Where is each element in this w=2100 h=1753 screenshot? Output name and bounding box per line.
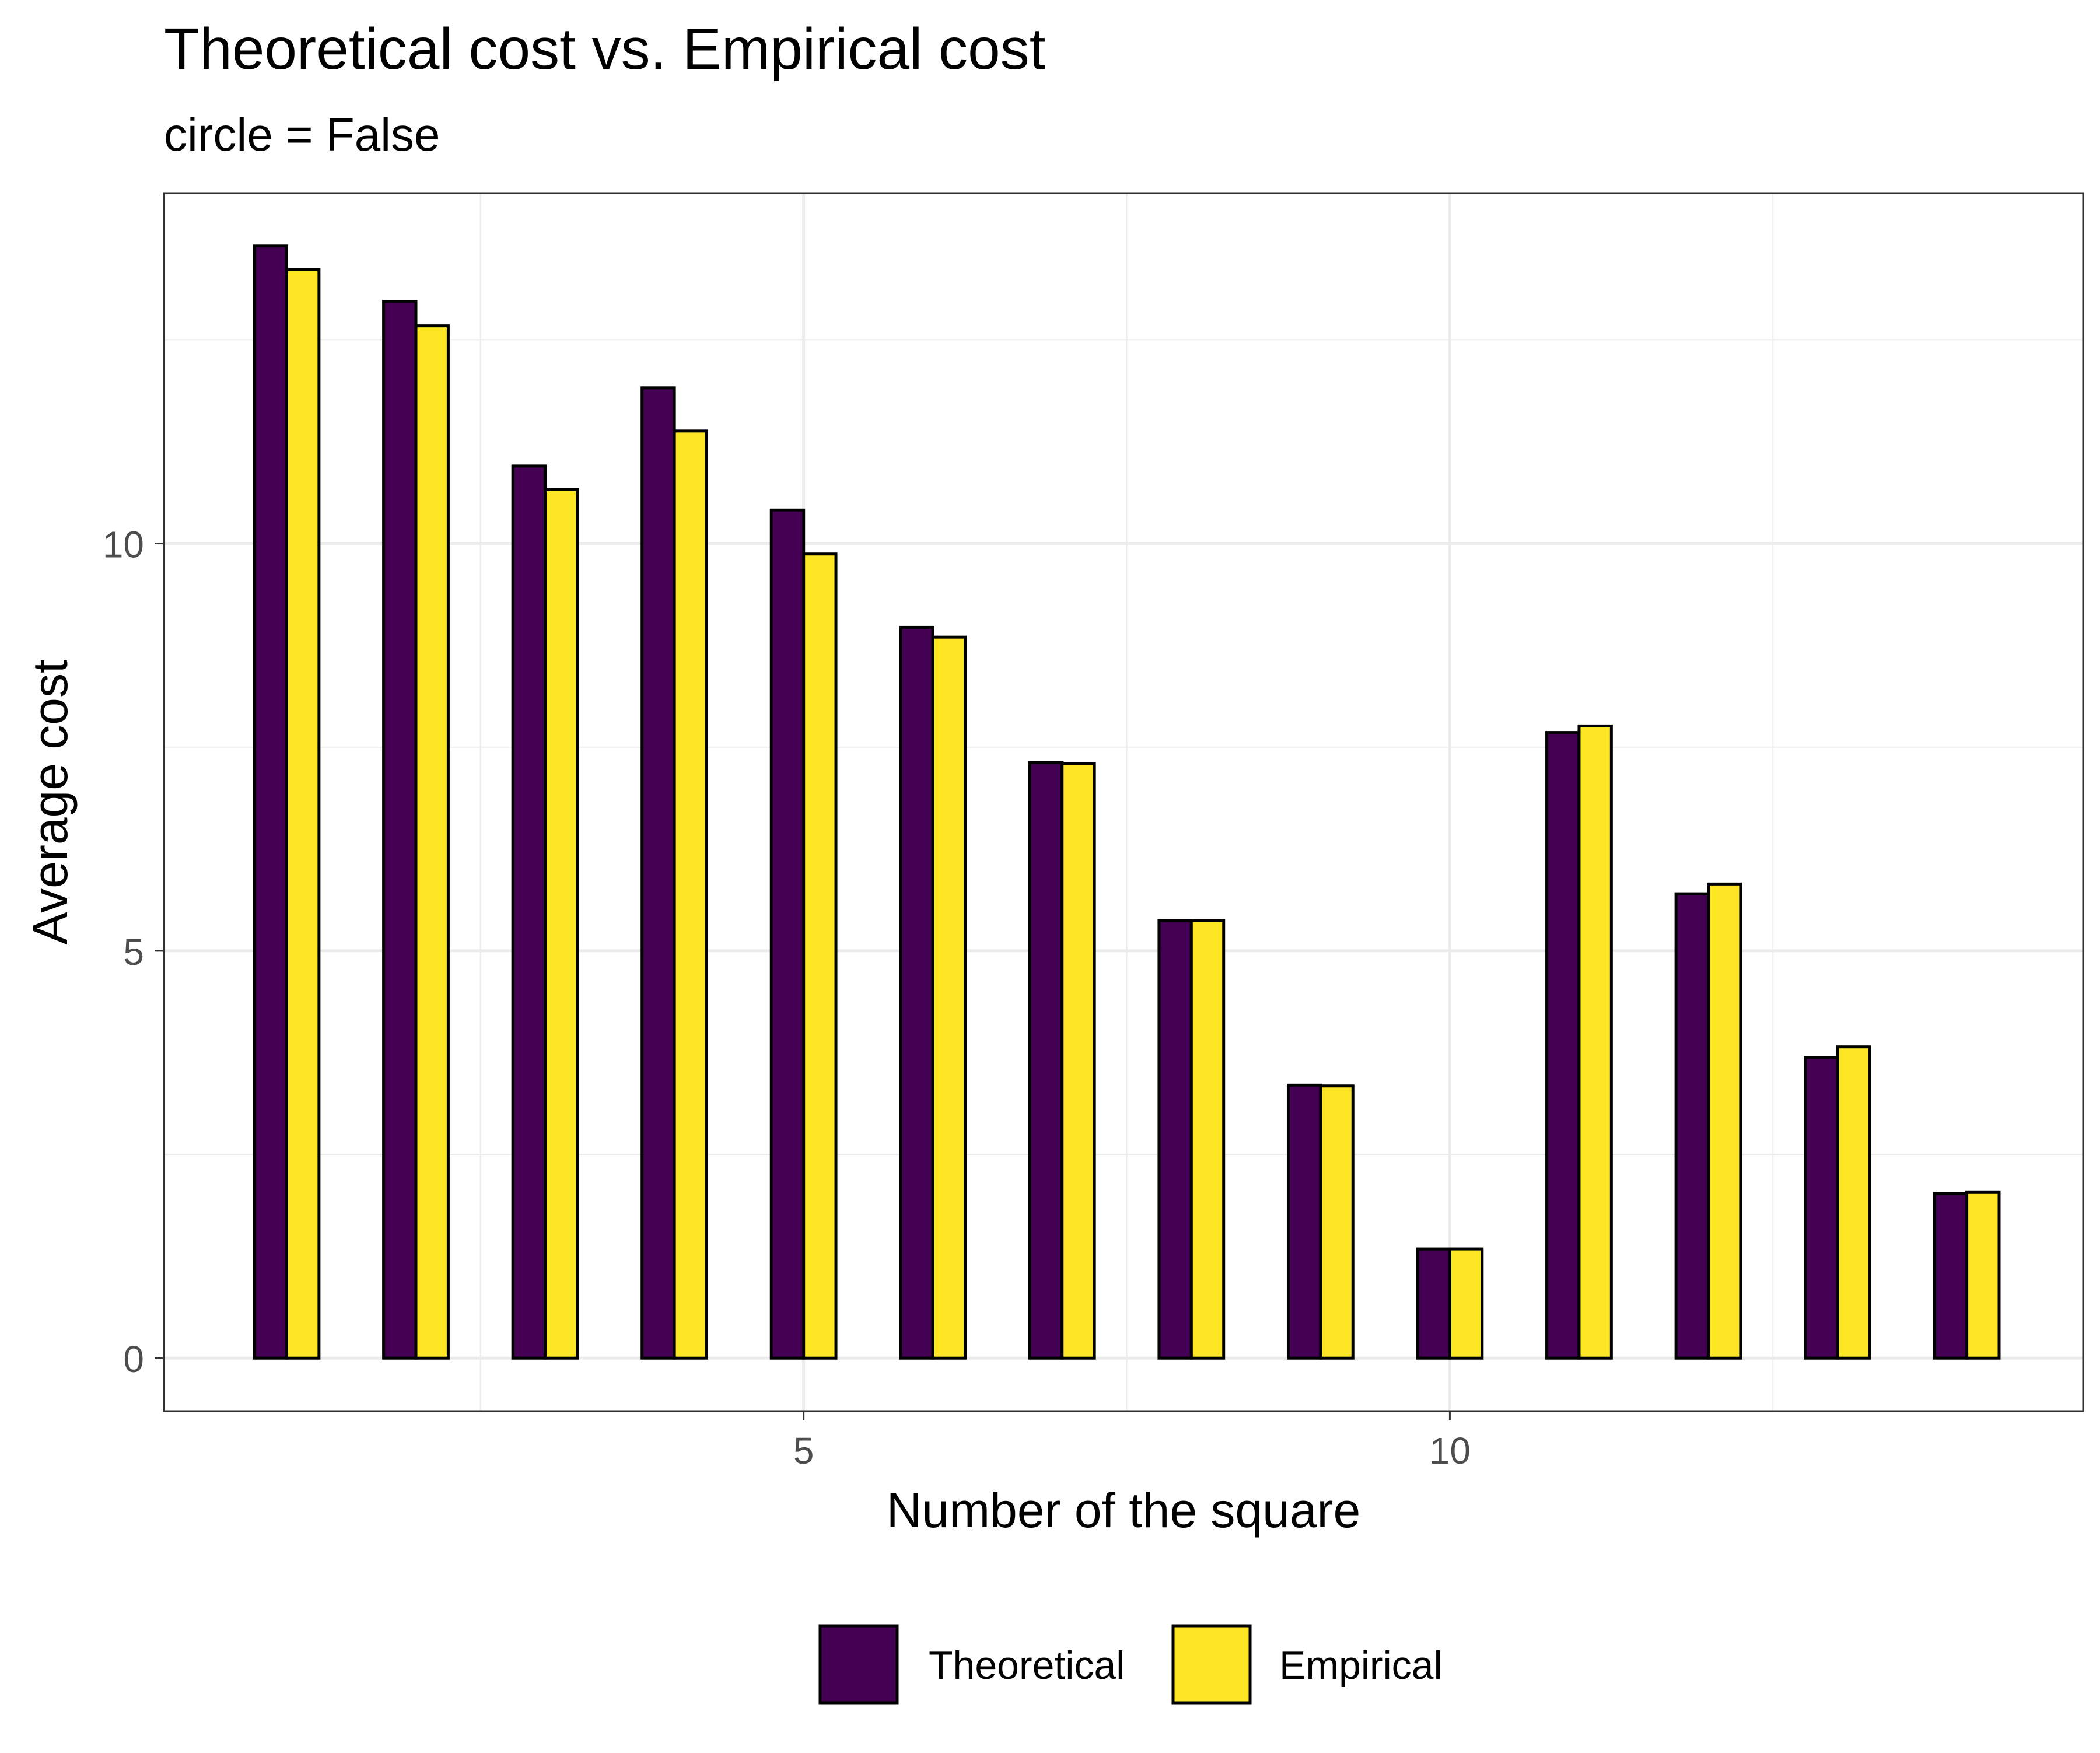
bar-empirical-2 bbox=[414, 324, 450, 1360]
chart-subtitle: circle = False bbox=[164, 109, 440, 160]
bar-empirical-14 bbox=[1965, 1190, 2001, 1360]
y-axis-label: Average cost bbox=[23, 660, 78, 945]
bar-theoretical-11 bbox=[1545, 731, 1581, 1360]
bar-empirical-13 bbox=[1836, 1045, 1871, 1360]
legend-label-theoretical: Theoretical bbox=[929, 1643, 1125, 1688]
y-tick-label: 5 bbox=[123, 931, 144, 973]
bar-theoretical-9 bbox=[1286, 1083, 1322, 1360]
bar-empirical-8 bbox=[1189, 919, 1226, 1360]
bar-theoretical-3 bbox=[511, 464, 547, 1360]
x-axis-label: Number of the square bbox=[887, 1483, 1360, 1538]
bar-theoretical-12 bbox=[1674, 892, 1710, 1360]
bar-empirical-6 bbox=[931, 635, 967, 1360]
bar-empirical-7 bbox=[1060, 762, 1096, 1360]
bar-empirical-9 bbox=[1319, 1084, 1354, 1360]
bar-empirical-5 bbox=[802, 552, 838, 1360]
bar-theoretical-13 bbox=[1804, 1056, 1839, 1360]
chart-title: Theoretical cost vs. Empirical cost bbox=[164, 16, 1046, 82]
minor-gridlines bbox=[164, 193, 2083, 1411]
x-tick-label: 10 bbox=[1429, 1430, 1471, 1472]
legend-item-empirical: Empirical bbox=[1171, 1624, 1443, 1705]
plot-panel bbox=[163, 192, 2084, 1412]
legend-key-empirical bbox=[1171, 1624, 1252, 1705]
panel-background bbox=[164, 193, 2083, 1411]
bar-theoretical-4 bbox=[640, 386, 676, 1360]
bar-empirical-11 bbox=[1577, 724, 1613, 1360]
legend-key-theoretical bbox=[818, 1624, 899, 1705]
bar-empirical-10 bbox=[1448, 1247, 1484, 1360]
x-axis: 5 10 bbox=[793, 1411, 1471, 1472]
bar-theoretical-14 bbox=[1933, 1192, 1969, 1360]
bar-empirical-3 bbox=[544, 488, 579, 1360]
bar-empirical-12 bbox=[1707, 882, 1742, 1360]
bar-theoretical-7 bbox=[1028, 761, 1064, 1360]
bar-empirical-4 bbox=[673, 429, 709, 1360]
y-tick-label: 0 bbox=[123, 1338, 144, 1380]
x-tick-label: 5 bbox=[793, 1430, 814, 1472]
panel-border bbox=[163, 192, 2084, 1412]
bar-theoretical-1 bbox=[253, 244, 288, 1360]
bars bbox=[253, 244, 2001, 1360]
bar-theoretical-6 bbox=[899, 625, 935, 1360]
y-axis: 0 5 10 bbox=[103, 524, 164, 1380]
bar-theoretical-10 bbox=[1416, 1247, 1451, 1360]
bar-theoretical-8 bbox=[1157, 919, 1193, 1360]
bar-empirical-1 bbox=[285, 268, 321, 1360]
bar-theoretical-2 bbox=[382, 300, 418, 1360]
y-tick-label: 10 bbox=[103, 524, 144, 566]
bar-theoretical-5 bbox=[769, 508, 806, 1360]
legend-item-theoretical: Theoretical bbox=[818, 1624, 1125, 1705]
legend-label-empirical: Empirical bbox=[1279, 1643, 1443, 1688]
legend: Theoretical Empirical bbox=[818, 1624, 1443, 1705]
